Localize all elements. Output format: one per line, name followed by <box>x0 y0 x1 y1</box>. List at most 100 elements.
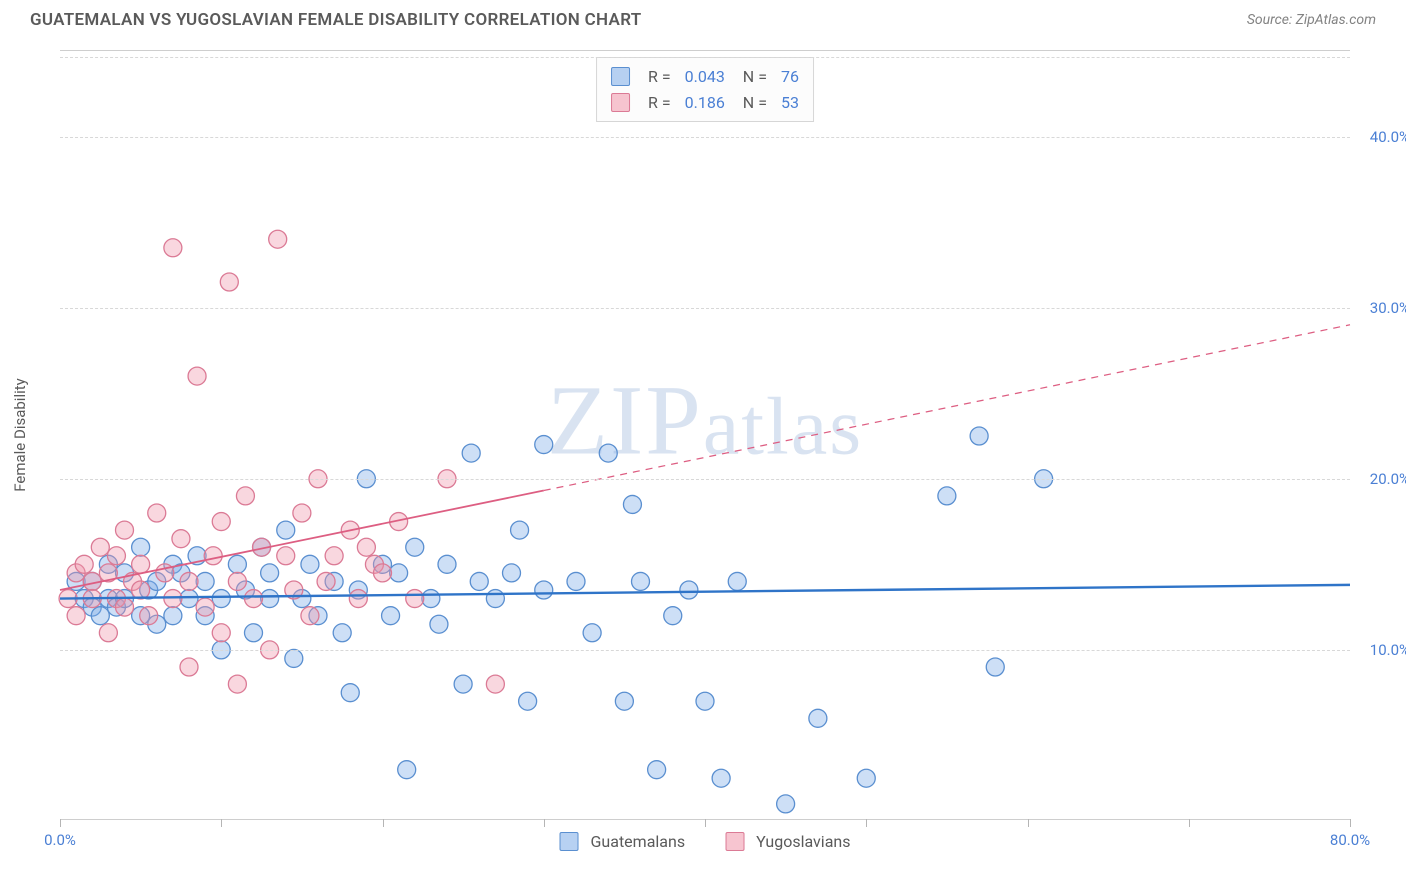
scatter-point <box>430 615 448 633</box>
scatter-point <box>228 555 246 573</box>
scatter-point <box>970 427 988 445</box>
chart-svg <box>60 51 1350 819</box>
scatter-point <box>615 692 633 710</box>
scatter-point <box>696 692 714 710</box>
scatter-point <box>220 273 238 291</box>
scatter-point <box>75 555 93 573</box>
scatter-point <box>212 590 230 608</box>
scatter-point <box>680 581 698 599</box>
scatter-point <box>245 590 263 608</box>
scatter-point <box>519 692 537 710</box>
legend-n-label: N = <box>739 64 767 90</box>
scatter-point <box>398 761 416 779</box>
x-tick <box>60 819 61 827</box>
scatter-point <box>261 564 279 582</box>
scatter-point <box>938 487 956 505</box>
x-tick <box>705 819 706 827</box>
scatter-point <box>535 436 553 454</box>
scatter-point <box>269 230 287 248</box>
scatter-point <box>712 769 730 787</box>
x-tick <box>1028 819 1029 827</box>
series-legend: Guatemalans Yugoslavians <box>560 832 851 851</box>
scatter-point <box>325 547 343 565</box>
scatter-point <box>140 607 158 625</box>
x-tick <box>866 819 867 827</box>
legend-series-item: Yugoslavians <box>725 832 850 851</box>
scatter-point <box>374 564 392 582</box>
chart-title: GUATEMALAN VS YUGOSLAVIAN FEMALE DISABIL… <box>30 10 642 30</box>
grid-line <box>60 57 1350 58</box>
scatter-point <box>583 624 601 642</box>
scatter-point <box>511 521 529 539</box>
stats-legend: R =0.043 N =76R =0.186 N =53 <box>596 57 814 122</box>
scatter-point <box>486 590 504 608</box>
scatter-point <box>228 675 246 693</box>
scatter-point <box>180 658 198 676</box>
legend-swatch <box>560 832 579 851</box>
legend-series-label: Guatemalans <box>591 832 686 851</box>
legend-stats-row: R =0.186 N =53 <box>611 90 799 116</box>
scatter-point <box>567 572 585 590</box>
scatter-point <box>180 572 198 590</box>
scatter-point <box>285 649 303 667</box>
scatter-point <box>301 555 319 573</box>
x-tick <box>383 819 384 827</box>
scatter-point <box>212 513 230 531</box>
scatter-point <box>164 607 182 625</box>
scatter-point <box>357 538 375 556</box>
scatter-point <box>132 555 150 573</box>
scatter-point <box>107 547 125 565</box>
scatter-point <box>132 538 150 556</box>
scatter-point <box>116 521 134 539</box>
scatter-point <box>99 624 117 642</box>
scatter-point <box>438 555 456 573</box>
legend-r-label: R = <box>648 64 671 90</box>
scatter-point <box>986 658 1004 676</box>
scatter-point <box>349 590 367 608</box>
legend-series-item: Guatemalans <box>560 832 686 851</box>
grid-line <box>60 308 1350 309</box>
scatter-point <box>277 547 295 565</box>
scatter-point <box>188 367 206 385</box>
legend-n-value: 76 <box>781 64 799 90</box>
scatter-point <box>857 769 875 787</box>
legend-swatch <box>611 67 630 86</box>
legend-r-label: R = <box>648 90 671 116</box>
scatter-point <box>196 572 214 590</box>
legend-swatch <box>611 93 630 112</box>
legend-r-value: 0.043 <box>685 64 725 90</box>
trend-line-dashed <box>544 325 1350 491</box>
scatter-point <box>245 624 263 642</box>
x-tick-label: 80.0% <box>1330 831 1370 849</box>
x-tick <box>221 819 222 827</box>
grid-line <box>60 137 1350 138</box>
scatter-point <box>599 444 617 462</box>
scatter-point <box>503 564 521 582</box>
scatter-point <box>196 598 214 616</box>
scatter-point <box>132 581 150 599</box>
y-tick-label: 10.0% <box>1355 641 1406 659</box>
scatter-point <box>91 607 109 625</box>
scatter-point <box>301 607 319 625</box>
scatter-point <box>236 487 254 505</box>
scatter-point <box>261 590 279 608</box>
source-credit: Source: ZipAtlas.com <box>1247 12 1376 28</box>
chart-plot-area: Female Disability ZIPatlas R =0.043 N =7… <box>60 50 1350 820</box>
legend-stats-row: R = 0.043 N = 76 <box>611 64 799 90</box>
y-tick-label: 30.0% <box>1355 299 1406 317</box>
legend-r-value: 0.186 <box>685 90 725 116</box>
grid-line <box>60 479 1350 480</box>
x-tick-label: 0.0% <box>44 831 76 849</box>
y-tick-label: 40.0% <box>1355 128 1406 146</box>
scatter-point <box>535 581 553 599</box>
scatter-point <box>333 624 351 642</box>
scatter-point <box>317 572 335 590</box>
x-tick <box>544 819 545 827</box>
scatter-point <box>422 590 440 608</box>
scatter-point <box>212 624 230 642</box>
grid-line <box>60 650 1350 651</box>
scatter-point <box>277 521 295 539</box>
scatter-point <box>382 607 400 625</box>
scatter-point <box>406 538 424 556</box>
scatter-point <box>293 504 311 522</box>
